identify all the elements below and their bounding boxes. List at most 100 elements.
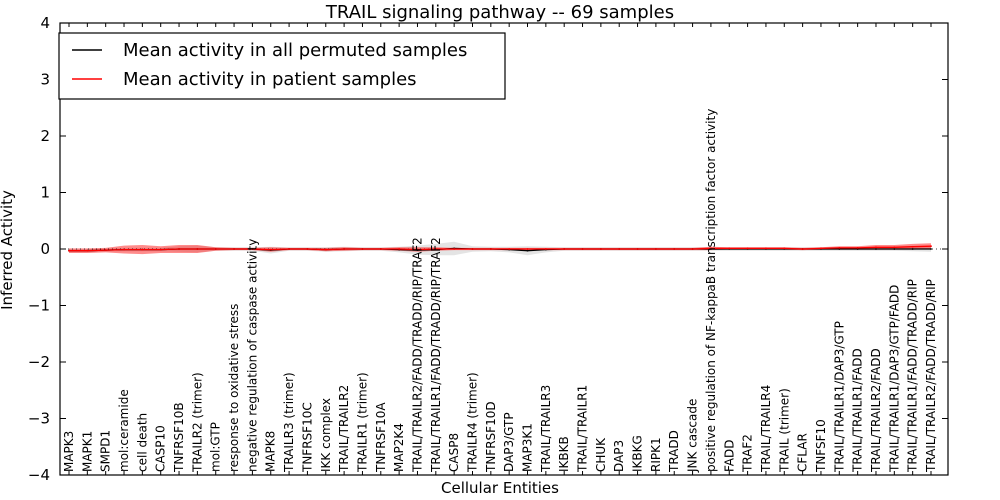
x-category-label: TRAIL/TRAILR1/FADD/TRADD/RIP: [906, 279, 920, 473]
x-category-label: MAPK1: [80, 431, 94, 472]
x-category-label: TRAIL/TRAILR2/FADD/TRADD/RIP: [924, 279, 938, 473]
data-point-s1-6: [178, 248, 180, 250]
x-category-label: TNFSF10: [814, 419, 828, 473]
data-point-s1-12: [288, 248, 290, 250]
x-category-label: negative regulation of caspase activity: [245, 239, 259, 472]
x-category-label: TRAIL/TRAILR1/FADD: [851, 348, 865, 473]
x-category-label: SMPD1: [99, 430, 113, 472]
data-point-s1-11: [269, 248, 272, 251]
x-category-label: TRAF2: [741, 434, 755, 473]
data-point-s1-39: [783, 247, 786, 250]
data-point-s1-43: [856, 246, 859, 249]
x-category-label: DAP3: [612, 440, 626, 472]
data-point-s1-25: [526, 248, 529, 250]
x-category-label: TRAIL/TRAILR2/FADD: [869, 348, 883, 473]
y-axis-title: Inferred Activity: [0, 190, 16, 310]
x-category-label: cell death: [135, 413, 149, 472]
y-tick-label: 3: [40, 71, 50, 89]
data-point-s1-3: [123, 248, 125, 251]
y-tick-label: −1: [28, 297, 50, 315]
data-point-s1-0: [68, 249, 70, 252]
data-point-s1-45: [893, 246, 896, 249]
data-point-s1-30: [618, 248, 621, 250]
data-point-s1-4: [141, 248, 144, 251]
data-point-s1-24: [508, 248, 511, 250]
x-category-label: FADD: [722, 440, 736, 473]
x-category-label: CHUK: [594, 437, 608, 472]
x-category-label: TRAILR2 (trimer): [190, 372, 204, 473]
x-category-label: TRAILR3 (trimer): [282, 372, 296, 473]
x-category-label: mol:ceramide: [117, 389, 131, 472]
legend-box: [58, 32, 506, 100]
legend-label-permuted: Mean activity in all permuted samples: [123, 40, 467, 61]
x-category-label: MAP3K1: [521, 423, 535, 472]
x-category-label: TNFRSF10D: [484, 401, 498, 473]
data-point-s0-46: [911, 248, 914, 250]
chart-title: TRAIL signaling pathway -- 69 samples: [325, 2, 674, 23]
x-category-label: TNFRSF10B: [172, 402, 186, 473]
legend: Mean activity in all permuted samples Me…: [58, 32, 506, 100]
data-point-s1-31: [636, 248, 639, 250]
y-tick-label: 0: [40, 240, 50, 258]
data-point-s1-44: [875, 246, 877, 249]
data-point-s1-47: [930, 245, 932, 248]
data-point-s1-21: [453, 248, 456, 250]
y-tick-label: −3: [28, 410, 50, 428]
x-category-label: CASP8: [447, 433, 461, 472]
x-category-label: positive regulation of NF-kappaB transcr…: [704, 109, 718, 472]
data-point-s1-22: [471, 248, 474, 250]
x-category-label: IKBKB: [557, 436, 571, 472]
data-point-s1-28: [581, 248, 584, 250]
y-tick-label: 2: [40, 127, 50, 145]
y-tick-label: 4: [40, 14, 50, 32]
data-point-s1-32: [654, 248, 657, 250]
x-category-label: TRAIL/TRAILR3: [539, 385, 553, 473]
x-category-label: TRAIL/TRAILR1/FADD/TRADD/RIP/TRAF2: [429, 237, 443, 473]
data-point-s1-38: [765, 247, 767, 250]
data-point-s1-29: [599, 248, 602, 250]
data-point-s0-45: [893, 248, 896, 250]
data-point-s1-26: [544, 248, 547, 250]
x-category-label: TRAIL/TRAILR1/DAP3/GTP/FADD: [887, 285, 901, 473]
x-category-label: CFLAR: [796, 433, 810, 472]
x-category-label: CASP10: [154, 425, 168, 472]
x-category-label: IKK complex: [319, 398, 333, 472]
data-point-s1-15: [343, 248, 346, 250]
data-point-s1-5: [159, 248, 162, 251]
x-category-label: MAPK8: [264, 431, 278, 472]
x-category-label: MAPK3: [62, 431, 76, 472]
data-point-s1-41: [820, 247, 822, 250]
data-point-s1-27: [563, 248, 566, 250]
data-point-s1-40: [801, 248, 804, 250]
data-point-s1-7: [196, 248, 199, 250]
data-point-s1-33: [673, 248, 676, 250]
x-category-label: mol:GTP: [209, 422, 223, 472]
x-category-label: IKBKG: [631, 435, 645, 472]
x-category-label: TNFRSF10C: [300, 402, 314, 473]
data-point-s0-47: [930, 248, 932, 250]
x-category-label: TRAILR1 (trimer): [355, 372, 369, 473]
data-point-s1-17: [379, 248, 382, 250]
y-tick-label: −2: [28, 353, 50, 371]
legend-label-patient: Mean activity in patient samples: [123, 69, 417, 90]
x-category-label: TRADD: [667, 430, 681, 473]
x-axis-title: Cellular Entities: [441, 479, 559, 497]
data-point-s1-35: [710, 247, 712, 250]
data-point-s1-19: [416, 248, 419, 251]
x-category-label: TRAIL/TRAILR2: [337, 385, 351, 473]
x-category-label: RIPK1: [649, 437, 663, 472]
plot-area: −4 −3 −2 −1 0 1 2 3 4 MAPK3 MAPK1 SMPD1 mol:ceramide…: [28, 14, 949, 484]
x-category-label: TNFRSF10A: [374, 402, 388, 473]
x-category-label: TRAILR4 (trimer): [466, 372, 480, 473]
data-point-s1-36: [728, 247, 731, 250]
x-category-label: response to oxidative stress: [227, 304, 241, 472]
data-point-s0-44: [875, 248, 877, 250]
data-point-s1-23: [489, 248, 492, 250]
x-category-label: JNK cascade: [686, 399, 700, 473]
y-tick-label: −4: [28, 466, 50, 484]
data-point-s0-25: [526, 249, 529, 252]
data-point-s1-16: [361, 248, 364, 250]
x-category-label: TRAIL/TRAILR1: [576, 385, 590, 473]
data-point-s1-18: [398, 248, 401, 250]
